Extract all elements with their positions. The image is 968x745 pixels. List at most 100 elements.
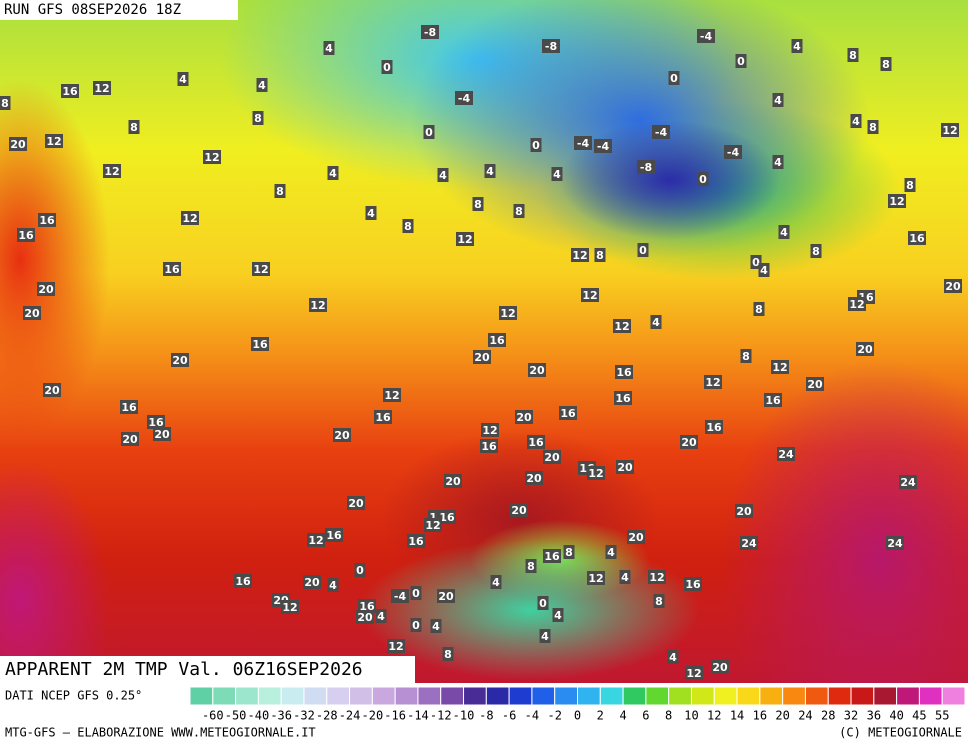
map-label: 4 <box>177 72 189 86</box>
label-box <box>619 570 631 584</box>
label-value: 12 <box>686 667 701 680</box>
color-swatch <box>918 686 943 706</box>
map-label: 8 <box>513 204 525 218</box>
map-label: 16 <box>438 510 456 524</box>
color-swatch <box>440 686 465 706</box>
map-label: 0 <box>637 243 649 257</box>
label-value: 16 <box>481 440 497 453</box>
label-box <box>648 570 666 584</box>
map-label: -8 <box>637 160 655 174</box>
map-label: 16 <box>38 213 56 227</box>
label-box <box>740 349 752 363</box>
label-value: 12 <box>457 233 472 246</box>
map-label: 0 <box>354 563 366 577</box>
color-swatch <box>577 686 601 706</box>
label-box <box>103 164 121 178</box>
label-value: 20 <box>474 351 490 364</box>
label-value: 8 <box>130 121 138 134</box>
label-box <box>410 586 422 600</box>
label-value: 0 <box>539 597 547 610</box>
label-value: 16 <box>326 529 342 542</box>
legend-tick: -36 <box>270 709 292 723</box>
legend-tick: 2 <box>597 709 604 723</box>
footer-left: MTG-GFS — ELABORAZIONE WWW.METEOGIORNALE… <box>5 726 316 740</box>
label-box <box>772 155 784 169</box>
label-box <box>772 93 784 107</box>
map-label: -4 <box>724 145 742 159</box>
map-label: 16 <box>251 337 269 351</box>
label-value: 4 <box>325 42 333 55</box>
map-label: 16 <box>234 574 252 588</box>
map-label: 4 <box>365 206 377 220</box>
label-value: 16 <box>252 338 268 351</box>
map-label: 16 <box>120 400 138 414</box>
label-box <box>374 410 392 424</box>
map-label: 12 <box>45 134 63 148</box>
label-box <box>43 383 61 397</box>
label-box <box>327 166 339 180</box>
color-swatch <box>303 686 328 706</box>
label-box <box>488 333 506 347</box>
map-label: 4 <box>327 578 339 592</box>
label-box <box>908 231 926 245</box>
label-value: 16 <box>528 436 544 449</box>
legend-tick: 20 <box>775 709 789 723</box>
label-value: 16 <box>359 600 375 613</box>
label-value: 12 <box>104 165 119 178</box>
map-label: 0 <box>735 54 747 68</box>
label-value: 4 <box>760 264 768 277</box>
map-label: 16 <box>764 393 782 407</box>
map-label: 8 <box>594 248 606 262</box>
legend-tick: 14 <box>730 709 744 723</box>
map-label: 0 <box>410 618 422 632</box>
color-swatch <box>371 686 396 706</box>
label-value: 0 <box>356 564 364 577</box>
label-value: 4 <box>852 115 860 128</box>
map-label: -4 <box>574 136 592 150</box>
label-value: 12 <box>614 320 629 333</box>
legend-tick: 12 <box>707 709 721 723</box>
label-box <box>309 298 327 312</box>
label-value: 20 <box>334 429 350 442</box>
map-label: 8 <box>128 120 140 134</box>
label-value: 8 <box>565 546 573 559</box>
label-box <box>402 219 414 233</box>
label-box <box>637 243 649 257</box>
color-swatch <box>827 686 852 706</box>
legend-tick: 6 <box>642 709 649 723</box>
label-box <box>810 244 822 258</box>
map-label: 20 <box>444 474 462 488</box>
label-box <box>777 447 795 461</box>
label-box <box>525 559 537 573</box>
label-value: -4 <box>727 146 740 159</box>
map-label: 16 <box>17 228 35 242</box>
legend-tick: -16 <box>384 709 406 723</box>
label-value: -4 <box>394 590 407 603</box>
label-value: 20 <box>544 451 560 464</box>
label-value: 12 <box>46 135 61 148</box>
label-value: 4 <box>669 651 677 664</box>
map-label: 4 <box>484 164 496 178</box>
label-value: 4 <box>367 207 375 220</box>
label-value: 12 <box>204 151 219 164</box>
label-value: 8 <box>596 249 604 262</box>
map-label: 8 <box>740 349 752 363</box>
label-box <box>697 29 715 43</box>
label-value: 8 <box>655 595 663 608</box>
label-box <box>525 471 543 485</box>
legend-tick: -28 <box>316 709 338 723</box>
label-box <box>750 255 762 269</box>
label-box <box>456 232 474 246</box>
map-label: 20 <box>171 353 189 367</box>
label-box <box>563 545 575 559</box>
label-box <box>490 575 502 589</box>
color-swatch <box>394 686 419 706</box>
label-box <box>120 400 138 414</box>
map-label: 4 <box>772 155 784 169</box>
map-label: 4 <box>539 629 551 643</box>
map-label: 12 <box>307 533 325 547</box>
label-box <box>653 594 665 608</box>
color-swatch <box>189 686 214 706</box>
label-box <box>325 528 343 542</box>
map-title: APPARENT 2M TMP Val. 06Z16SEP2026 <box>5 659 363 680</box>
